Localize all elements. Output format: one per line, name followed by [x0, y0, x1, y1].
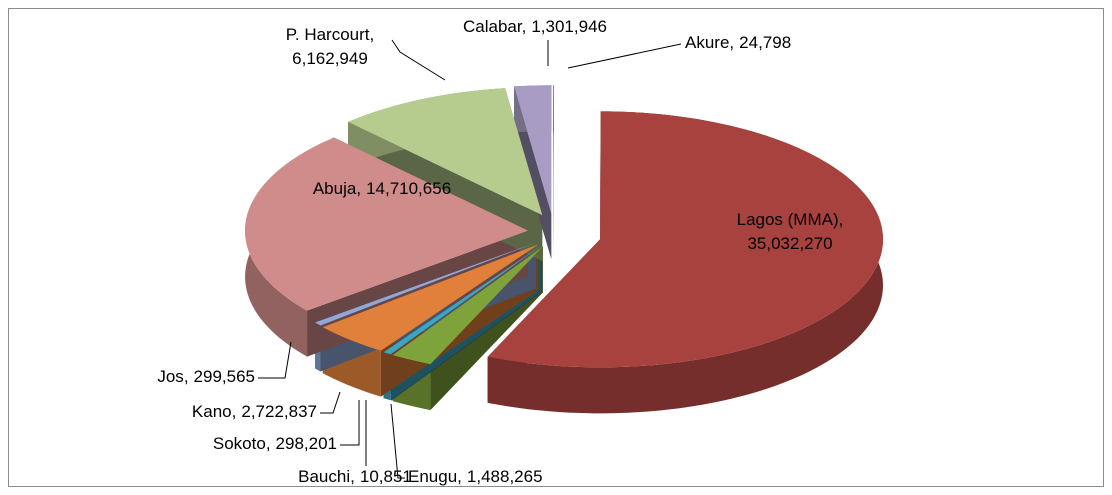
slice	[487, 111, 883, 368]
label-category: Akure	[685, 33, 729, 52]
label-value: 14,710,656	[366, 179, 451, 198]
label-value: 24,798	[739, 33, 791, 52]
data-label: Lagos (MMA), 35,032,270	[737, 210, 844, 253]
slice	[553, 85, 554, 214]
label-separator: ,	[356, 179, 361, 198]
label-category: P. Harcourt	[286, 25, 370, 44]
leader-line	[340, 400, 360, 446]
leader-line	[391, 39, 446, 81]
label-category: Enugu	[408, 467, 457, 486]
slice	[245, 137, 529, 311]
data-label: Jos, 299,565	[157, 367, 255, 386]
data-label: Abuja, 14,710,656	[313, 179, 451, 198]
label-value: 6,162,949	[292, 49, 368, 68]
label-category: Sokoto	[213, 434, 266, 453]
label-value: 1,301,946	[531, 17, 607, 36]
label-category: Lagos (MMA)	[737, 210, 839, 229]
label-separator: ,	[729, 33, 734, 52]
data-label: Bauchi, 10,851	[298, 467, 412, 486]
leader-line	[320, 391, 341, 414]
label-separator: ,	[370, 25, 375, 44]
label-separator: ,	[184, 367, 189, 386]
leader-line	[567, 43, 682, 69]
label-category: Abuja	[313, 179, 357, 198]
label-value: 35,032,270	[747, 234, 832, 253]
leader-line	[390, 403, 405, 479]
slice	[391, 245, 542, 355]
data-labels: Akure, 24,798 Lagos (MMA), 35,032,270 Enugu,…	[157, 17, 843, 486]
label-value: 2,722,837	[241, 402, 317, 421]
data-label: Kano, 2,722,837	[192, 402, 317, 421]
label-value: 10,851	[360, 467, 412, 486]
label-separator: ,	[522, 17, 527, 36]
leader-line	[258, 341, 292, 379]
label-separator: ,	[232, 402, 237, 421]
label-category: Calabar	[463, 17, 523, 36]
label-value: 1,488,265	[467, 467, 543, 486]
label-separator: ,	[266, 434, 271, 453]
data-label: P. Harcourt, 6,162,949	[286, 25, 375, 68]
label-category: Kano	[192, 402, 232, 421]
slice	[383, 245, 542, 355]
chart-border	[8, 8, 1104, 487]
label-category: Bauchi	[298, 467, 350, 486]
label-separator: ,	[350, 467, 355, 486]
slice	[392, 246, 543, 365]
data-label: Calabar, 1,301,946	[463, 17, 607, 36]
slice-tops	[245, 85, 883, 368]
label-category: Jos	[157, 367, 183, 386]
slice	[514, 85, 552, 214]
slice	[315, 242, 537, 326]
data-label: Akure, 24,798	[685, 33, 791, 52]
data-label: Sokoto, 298,201	[213, 434, 337, 453]
label-separator: ,	[457, 467, 462, 486]
data-label: Enugu, 1,488,265	[408, 467, 543, 486]
label-value: 298,201	[276, 434, 337, 453]
slice	[348, 88, 543, 216]
label-value: 299,565	[194, 367, 255, 386]
label-separator: ,	[839, 210, 844, 229]
slice	[322, 244, 539, 351]
